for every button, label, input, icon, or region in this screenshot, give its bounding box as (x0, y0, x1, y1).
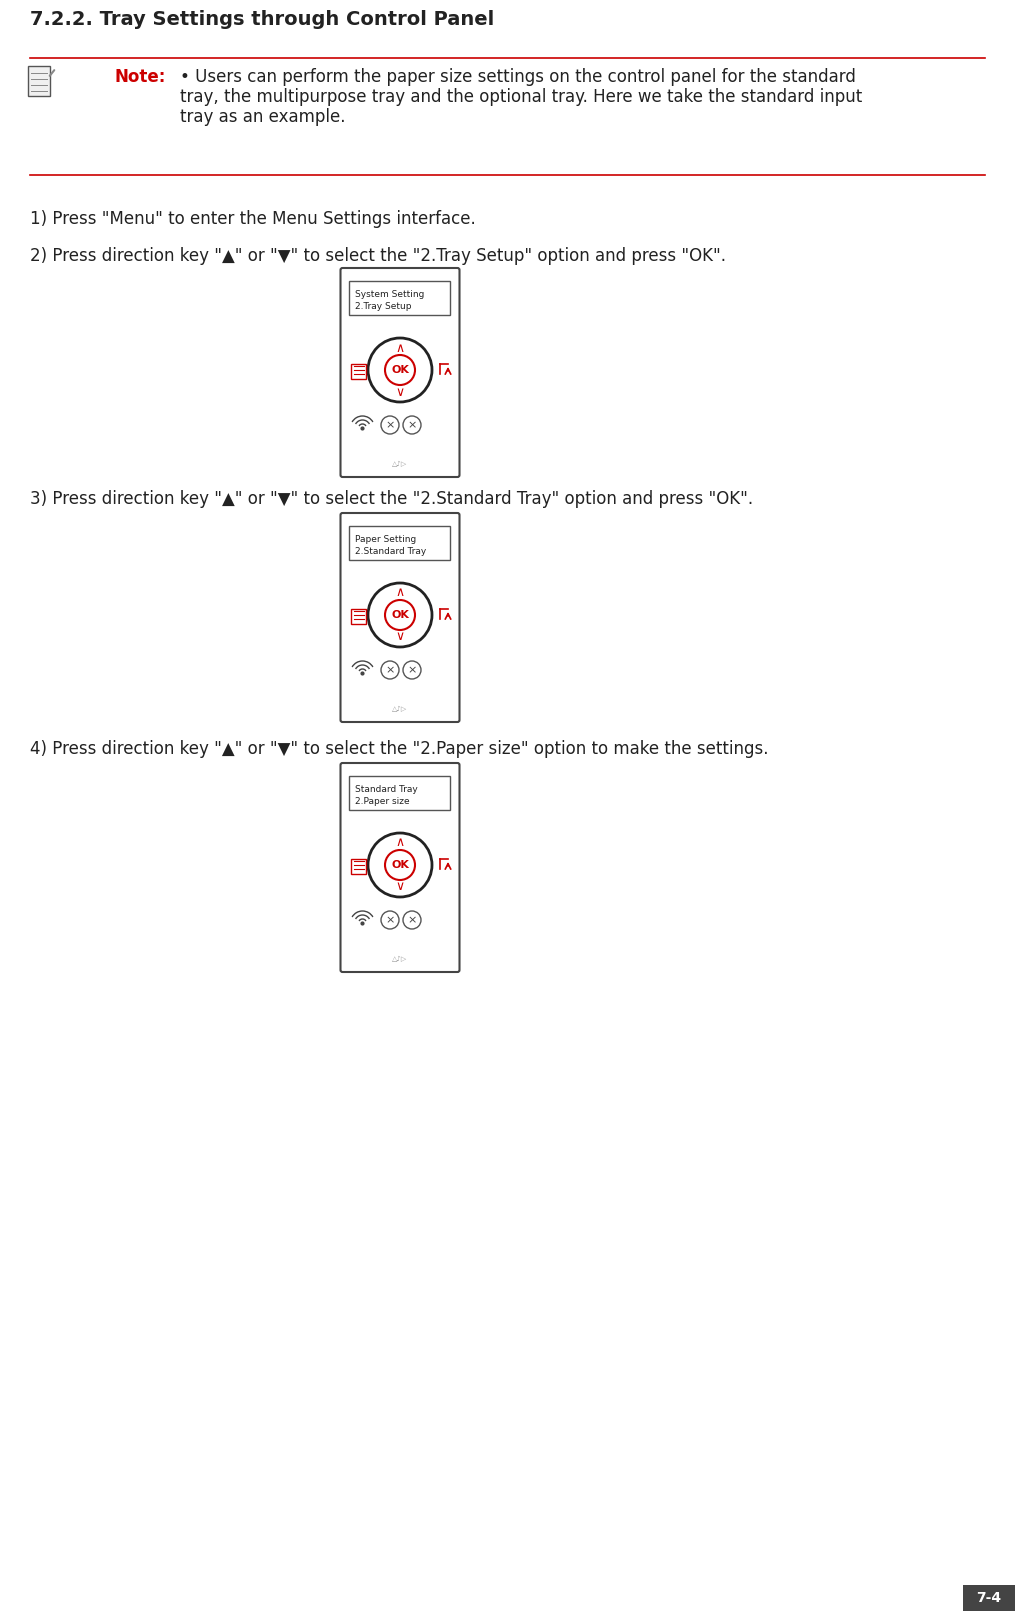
Circle shape (385, 599, 415, 630)
Circle shape (381, 661, 399, 678)
Text: Standard Tray: Standard Tray (355, 785, 418, 794)
Text: 7.2.2. Tray Settings through Control Panel: 7.2.2. Tray Settings through Control Pan… (30, 10, 494, 29)
Text: 2.Paper size: 2.Paper size (355, 797, 410, 806)
Text: OK: OK (391, 860, 409, 870)
Text: △♪▷: △♪▷ (393, 461, 408, 467)
FancyBboxPatch shape (351, 364, 366, 379)
Text: System Setting: System Setting (355, 290, 425, 300)
Text: ∧: ∧ (396, 586, 405, 599)
Text: tray, the multipurpose tray and the optional tray. Here we take the standard inp: tray, the multipurpose tray and the opti… (180, 89, 863, 106)
Circle shape (403, 416, 421, 433)
FancyBboxPatch shape (351, 859, 366, 873)
Text: OK: OK (391, 611, 409, 620)
Circle shape (368, 583, 432, 648)
Text: ×: × (407, 420, 417, 430)
FancyBboxPatch shape (340, 512, 460, 722)
FancyBboxPatch shape (349, 280, 451, 316)
Text: ×: × (407, 915, 417, 925)
FancyBboxPatch shape (340, 267, 460, 477)
Text: 4) Press direction key "▲" or "▼" to select the "2.Paper size" option to make th: 4) Press direction key "▲" or "▼" to sel… (30, 739, 768, 759)
Circle shape (368, 833, 432, 897)
Text: tray as an example.: tray as an example. (180, 108, 345, 126)
Circle shape (385, 354, 415, 385)
Text: 7-4: 7-4 (976, 1592, 1002, 1605)
Text: ×: × (407, 665, 417, 675)
Text: Paper Setting: Paper Setting (355, 535, 417, 545)
FancyBboxPatch shape (963, 1585, 1015, 1611)
Text: ∨: ∨ (396, 385, 405, 398)
FancyBboxPatch shape (351, 609, 366, 623)
FancyBboxPatch shape (340, 764, 460, 971)
Circle shape (403, 661, 421, 678)
FancyBboxPatch shape (349, 777, 451, 810)
Text: ∨: ∨ (396, 630, 405, 643)
Text: 2) Press direction key "▲" or "▼" to select the "2.Tray Setup" option and press : 2) Press direction key "▲" or "▼" to sel… (30, 246, 726, 264)
Text: • Users can perform the paper size settings on the control panel for the standar: • Users can perform the paper size setti… (180, 68, 856, 85)
Text: ∨: ∨ (396, 881, 405, 894)
Text: 1) Press "Menu" to enter the Menu Settings interface.: 1) Press "Menu" to enter the Menu Settin… (30, 209, 476, 229)
Circle shape (385, 851, 415, 880)
FancyBboxPatch shape (349, 527, 451, 561)
Text: ∧: ∧ (396, 836, 405, 849)
Text: ∧: ∧ (396, 342, 405, 354)
Circle shape (381, 910, 399, 930)
Circle shape (403, 910, 421, 930)
Circle shape (381, 416, 399, 433)
Text: 2.Tray Setup: 2.Tray Setup (355, 301, 412, 311)
Text: 2.Standard Tray: 2.Standard Tray (355, 548, 426, 556)
Circle shape (368, 338, 432, 403)
Text: △♪▷: △♪▷ (393, 706, 408, 712)
Text: ×: × (386, 665, 395, 675)
Text: ×: × (386, 915, 395, 925)
Text: OK: OK (391, 366, 409, 375)
Text: Note:: Note: (115, 68, 166, 85)
Text: ×: × (386, 420, 395, 430)
FancyBboxPatch shape (28, 66, 50, 97)
Text: △♪▷: △♪▷ (393, 955, 408, 962)
Text: 3) Press direction key "▲" or "▼" to select the "2.Standard Tray" option and pre: 3) Press direction key "▲" or "▼" to sel… (30, 490, 753, 507)
